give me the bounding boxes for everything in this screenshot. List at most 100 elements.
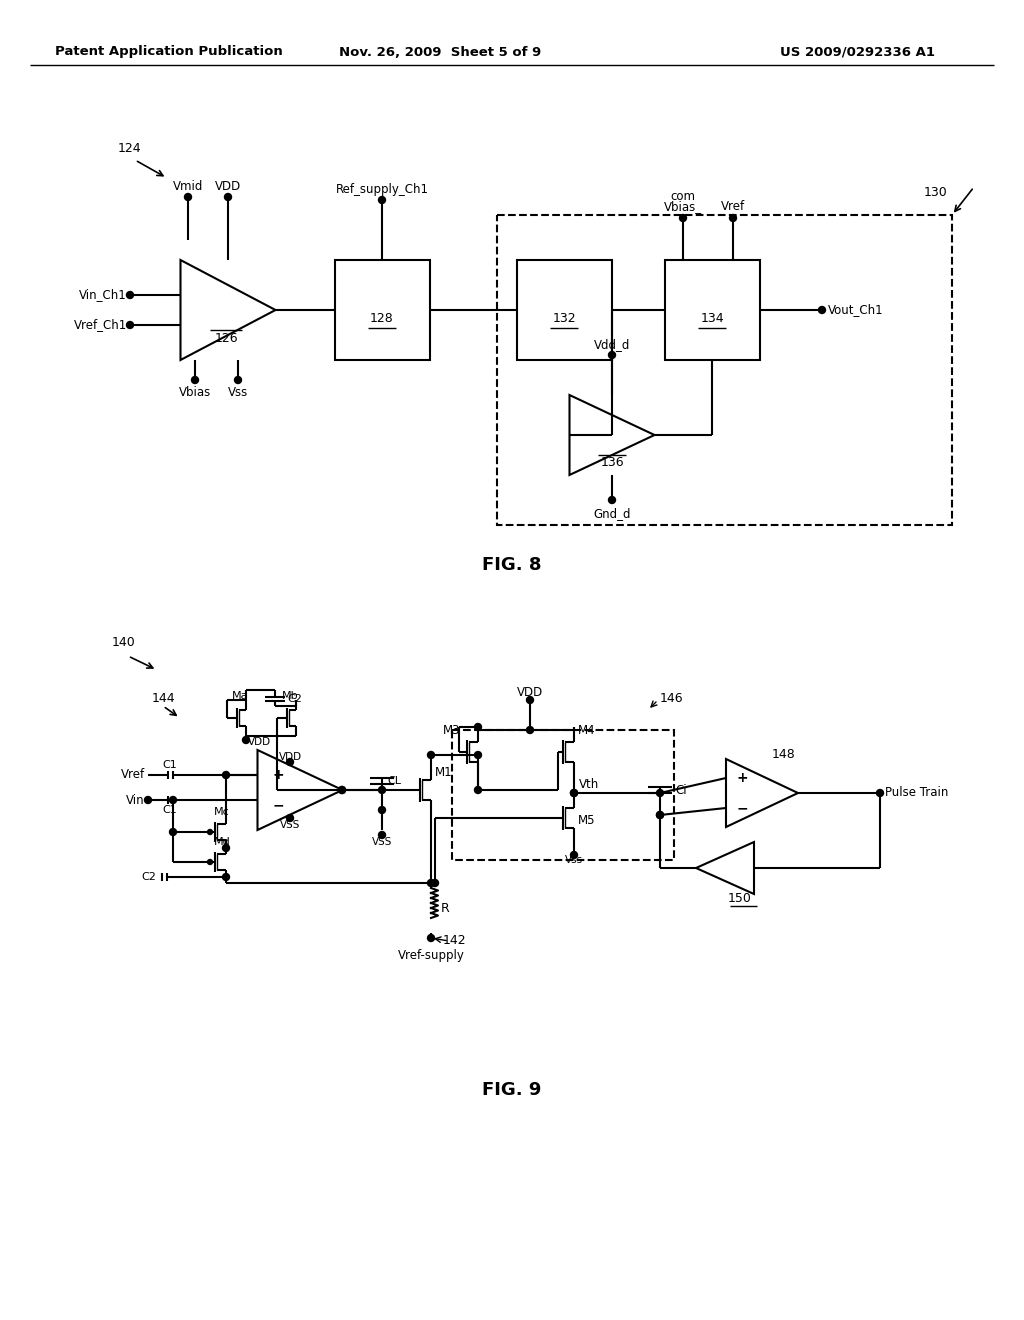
Text: Vref_Ch1: Vref_Ch1 xyxy=(74,318,127,331)
Circle shape xyxy=(170,796,176,804)
Text: C2: C2 xyxy=(287,694,302,704)
Text: C2: C2 xyxy=(141,873,156,882)
Text: +: + xyxy=(272,768,284,781)
Text: M3: M3 xyxy=(442,723,460,737)
Text: CL: CL xyxy=(387,776,401,785)
Circle shape xyxy=(608,496,615,503)
Text: Vss: Vss xyxy=(565,855,583,865)
Text: 148: 148 xyxy=(772,748,796,762)
Text: Vss: Vss xyxy=(228,385,248,399)
Text: 126: 126 xyxy=(214,331,238,345)
Circle shape xyxy=(222,845,229,851)
Text: VSS: VSS xyxy=(280,820,300,830)
Circle shape xyxy=(379,197,385,203)
Circle shape xyxy=(570,789,578,796)
Text: C1: C1 xyxy=(163,760,177,770)
Text: 136: 136 xyxy=(600,457,624,470)
Circle shape xyxy=(818,306,825,314)
Text: Vref-supply: Vref-supply xyxy=(397,949,465,961)
Circle shape xyxy=(729,214,736,222)
Text: M1: M1 xyxy=(435,766,453,779)
Text: 128: 128 xyxy=(370,312,394,325)
Circle shape xyxy=(127,292,133,298)
Circle shape xyxy=(208,859,213,865)
Circle shape xyxy=(234,376,242,384)
Circle shape xyxy=(427,751,434,759)
Circle shape xyxy=(680,214,686,222)
Circle shape xyxy=(474,723,481,730)
Circle shape xyxy=(243,737,250,743)
Text: 140: 140 xyxy=(112,636,136,649)
Text: M4: M4 xyxy=(578,723,596,737)
Text: Vbias: Vbias xyxy=(179,385,211,399)
Text: com: com xyxy=(671,190,695,202)
Text: Mb: Mb xyxy=(282,690,298,701)
Circle shape xyxy=(339,787,345,793)
Circle shape xyxy=(656,812,664,818)
Text: −: − xyxy=(272,799,284,812)
Text: FIG. 8: FIG. 8 xyxy=(482,556,542,574)
Bar xyxy=(452,730,674,861)
Circle shape xyxy=(222,771,229,779)
Text: Patent Application Publication: Patent Application Publication xyxy=(55,45,283,58)
Text: Mc: Mc xyxy=(214,807,229,817)
Circle shape xyxy=(339,787,345,793)
Text: 130: 130 xyxy=(924,186,947,199)
Circle shape xyxy=(427,935,434,941)
Text: Vin: Vin xyxy=(126,793,145,807)
Text: Ci: Ci xyxy=(675,784,687,796)
Text: VDD: VDD xyxy=(215,181,241,194)
Text: VSS: VSS xyxy=(372,837,392,847)
Text: M5: M5 xyxy=(578,813,596,826)
Circle shape xyxy=(379,807,385,813)
Text: Ref_supply_Ch1: Ref_supply_Ch1 xyxy=(336,182,428,195)
Circle shape xyxy=(526,726,534,734)
Text: VDD: VDD xyxy=(279,752,301,762)
Text: −: − xyxy=(736,801,748,814)
Bar xyxy=(517,260,612,360)
Circle shape xyxy=(379,832,385,838)
Circle shape xyxy=(570,789,578,796)
Circle shape xyxy=(224,194,231,201)
Circle shape xyxy=(144,796,152,804)
Circle shape xyxy=(222,874,229,880)
Text: +: + xyxy=(736,771,748,785)
Text: Vdd_d: Vdd_d xyxy=(594,338,630,351)
Circle shape xyxy=(287,814,294,821)
Text: Pulse Train: Pulse Train xyxy=(885,787,948,800)
Text: Vin_Ch1: Vin_Ch1 xyxy=(79,289,127,301)
Circle shape xyxy=(608,351,615,359)
Text: Vth: Vth xyxy=(579,779,599,792)
Text: VDD: VDD xyxy=(517,685,543,698)
Text: 146: 146 xyxy=(660,692,684,705)
Circle shape xyxy=(427,879,434,887)
Text: 124: 124 xyxy=(118,141,141,154)
Circle shape xyxy=(379,787,385,793)
Circle shape xyxy=(431,879,438,887)
Text: FIG. 9: FIG. 9 xyxy=(482,1081,542,1100)
Bar xyxy=(497,215,952,525)
Text: 150: 150 xyxy=(728,891,752,904)
Circle shape xyxy=(656,812,664,818)
Circle shape xyxy=(170,829,176,836)
Text: 132: 132 xyxy=(552,312,575,325)
Circle shape xyxy=(656,789,664,796)
Text: Vout_Ch1: Vout_Ch1 xyxy=(828,304,884,317)
Circle shape xyxy=(526,697,534,704)
Circle shape xyxy=(877,789,884,796)
Text: C1: C1 xyxy=(163,805,177,814)
Text: 142: 142 xyxy=(443,935,467,948)
Text: 134: 134 xyxy=(700,312,724,325)
Text: Vbias_: Vbias_ xyxy=(664,201,702,214)
Circle shape xyxy=(208,829,213,834)
Bar xyxy=(335,260,430,360)
Text: Md: Md xyxy=(214,837,230,847)
Text: Gnd_d: Gnd_d xyxy=(593,507,631,520)
Text: 144: 144 xyxy=(152,692,176,705)
Circle shape xyxy=(570,851,578,858)
Bar xyxy=(665,260,760,360)
Text: US 2009/0292336 A1: US 2009/0292336 A1 xyxy=(780,45,935,58)
Text: VDD: VDD xyxy=(248,737,271,747)
Circle shape xyxy=(184,194,191,201)
Text: Nov. 26, 2009  Sheet 5 of 9: Nov. 26, 2009 Sheet 5 of 9 xyxy=(339,45,541,58)
